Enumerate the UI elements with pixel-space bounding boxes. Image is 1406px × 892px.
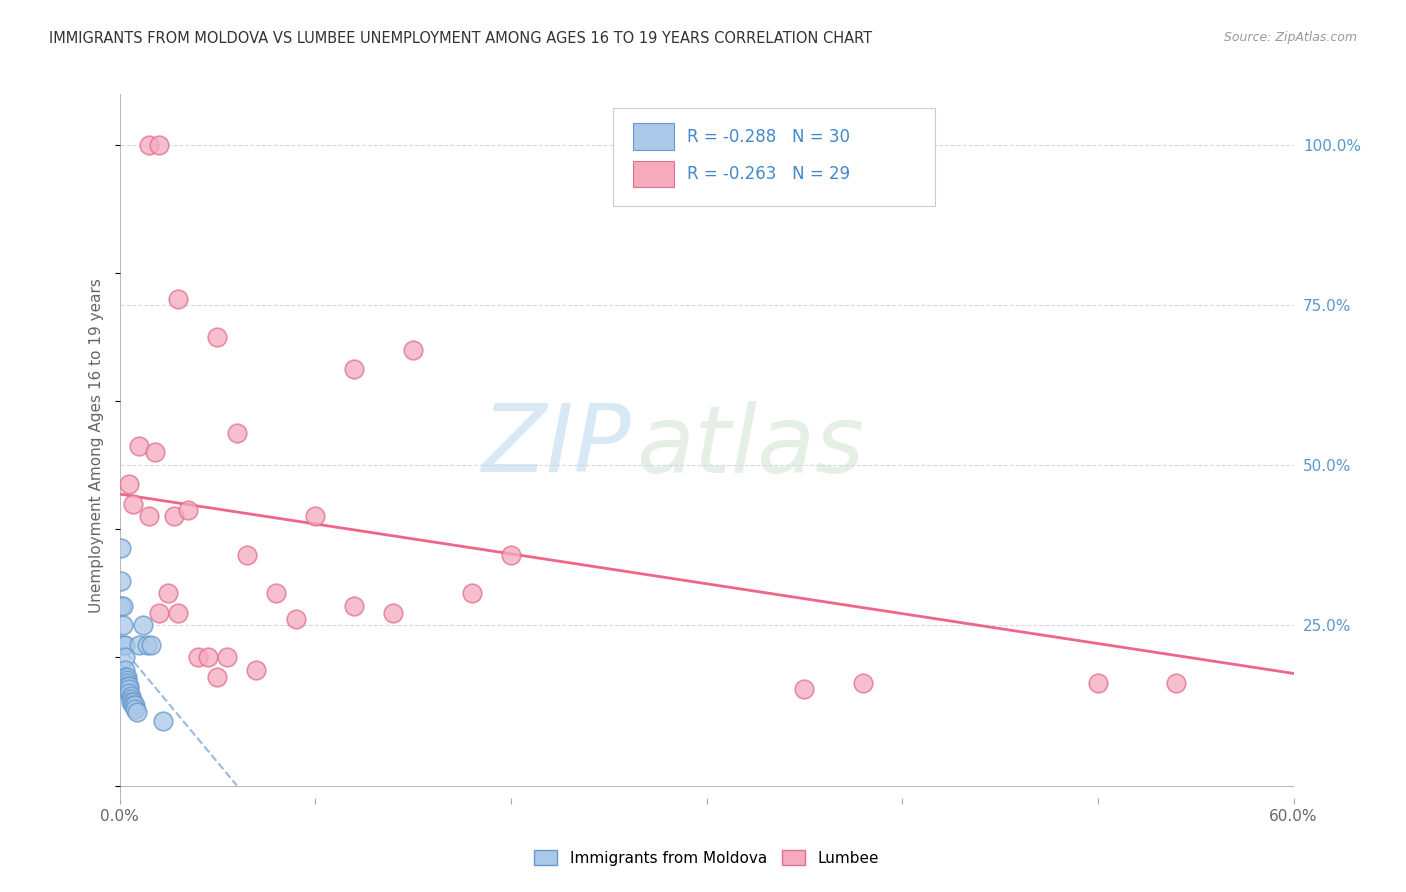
Point (177, 503, 200, 517)
Point (117, 670, 139, 684)
FancyBboxPatch shape (633, 161, 673, 187)
Point (167, 606, 190, 620)
Legend: Immigrants from Moldova, Lumbee: Immigrants from Moldova, Lumbee (529, 844, 884, 871)
Point (124, 701, 146, 715)
Point (118, 685, 141, 699)
Point (112, 638, 135, 652)
Point (120, 692, 142, 706)
Point (152, 714, 174, 729)
FancyBboxPatch shape (633, 123, 673, 150)
Point (138, 137, 160, 152)
Point (402, 343, 425, 357)
Text: Source: ZipAtlas.com: Source: ZipAtlas.com (1223, 31, 1357, 45)
Point (343, 599, 366, 614)
Text: R = -0.263   N = 29: R = -0.263 N = 29 (686, 165, 849, 183)
Point (148, 606, 170, 620)
Point (852, 676, 875, 690)
Point (499, 548, 522, 562)
Point (138, 509, 160, 524)
Point (135, 638, 157, 652)
Point (163, 509, 186, 524)
Point (225, 426, 249, 441)
Point (118, 679, 141, 693)
Point (114, 670, 136, 684)
Point (207, 330, 229, 344)
Point (167, 292, 190, 306)
Point (117, 679, 139, 693)
Text: ZIP: ZIP (481, 401, 630, 491)
Point (118, 682, 141, 697)
Point (187, 650, 209, 665)
Point (114, 663, 136, 677)
Text: atlas: atlas (636, 401, 865, 491)
Point (124, 698, 146, 713)
Point (245, 663, 267, 677)
Point (127, 705, 149, 719)
Point (157, 586, 180, 600)
Point (110, 599, 132, 614)
Point (1166, 676, 1188, 690)
Point (122, 698, 145, 713)
Point (1087, 676, 1109, 690)
Point (460, 586, 484, 600)
Point (118, 477, 141, 491)
Point (284, 612, 307, 626)
Point (793, 682, 815, 697)
Text: R = -0.288   N = 30: R = -0.288 N = 30 (686, 128, 849, 145)
Point (120, 695, 142, 709)
Point (207, 670, 229, 684)
Point (139, 638, 162, 652)
Point (264, 586, 287, 600)
Text: IMMIGRANTS FROM MOLDOVA VS LUMBEE UNEMPLOYMENT AMONG AGES 16 TO 19 YEARS CORRELA: IMMIGRANTS FROM MOLDOVA VS LUMBEE UNEMPL… (49, 31, 872, 46)
Point (112, 618, 135, 632)
Y-axis label: Unemployment Among Ages 16 to 19 years: Unemployment Among Ages 16 to 19 years (89, 278, 104, 614)
Point (110, 574, 132, 588)
Point (217, 650, 239, 665)
Point (148, 137, 170, 152)
Point (382, 606, 405, 620)
Point (235, 548, 257, 562)
Point (122, 497, 145, 511)
Point (122, 695, 145, 709)
Point (110, 541, 132, 556)
Point (128, 439, 150, 453)
Point (117, 676, 139, 690)
Point (343, 362, 366, 376)
Point (304, 509, 326, 524)
Point (132, 618, 155, 632)
Point (128, 638, 150, 652)
Point (112, 599, 135, 614)
Point (120, 689, 142, 703)
Point (197, 650, 219, 665)
Point (117, 673, 139, 687)
FancyBboxPatch shape (613, 108, 935, 206)
Point (114, 638, 136, 652)
Point (143, 445, 166, 459)
Point (114, 650, 136, 665)
